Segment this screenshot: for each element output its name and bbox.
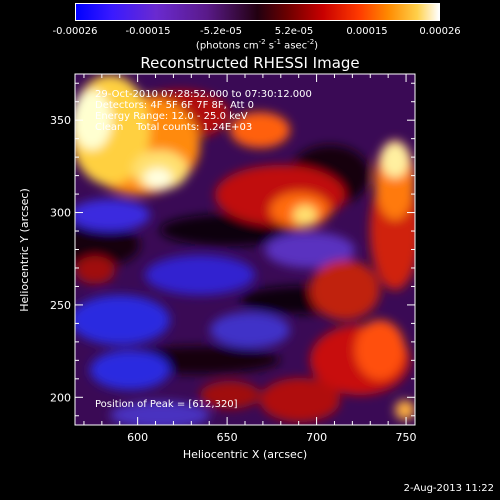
colorbar-unit-label: (photons cm-2 s-1 asec-2) [195, 38, 319, 52]
colorbar-tick-label: -0.00026 [52, 26, 98, 37]
peak-position-text: Position of Peak = [612,320] [95, 399, 238, 410]
observation-annotations: 29-Oct-2010 07:28:52.000 to 07:30:12.000… [95, 89, 312, 133]
colorbar-tick-label: 5.2e-05 [274, 26, 314, 37]
time-range-text: 29-Oct-2010 07:28:52.000 to 07:30:12.000 [95, 89, 312, 100]
footer-date: 2-Aug-2013 11:22 [403, 483, 494, 494]
heatmap-image [75, 74, 415, 425]
colorbar-tick-label: 0.00015 [346, 26, 388, 37]
colorbar-tick-label: 0.00026 [419, 26, 461, 37]
chart-title: Reconstructed RHESSI Image [140, 54, 360, 72]
y-tick-label: 200 [50, 391, 71, 404]
x-tick-label: 700 [306, 431, 327, 444]
x-tick-label: 600 [127, 431, 148, 444]
x-tick-label: 650 [217, 431, 238, 444]
y-axis: 200 250 300 350 [50, 82, 415, 417]
energy-range-text: Energy Range: 12.0 - 25.0 keV [95, 111, 248, 122]
colorbar-panel: -0.00026 -0.00015 -5.2e-05 5.2e-05 0.000… [0, 0, 500, 60]
x-tick-label: 750 [396, 431, 417, 444]
clean-counts-text: Clean Total counts: 1.24E+03 [95, 122, 253, 133]
x-axis: 600 650 700 750 [83, 74, 417, 444]
detectors-text: Detectors: 4F 5F 6F 7F 8F, Att 0 [95, 100, 255, 111]
y-tick-label: 250 [50, 299, 71, 312]
colorbar-tick-label: -5.2e-05 [200, 26, 242, 37]
y-tick-label: 300 [50, 207, 71, 220]
y-tick-label: 350 [50, 114, 71, 127]
colorbar-tick-label: -0.00015 [125, 26, 171, 37]
y-axis-label: Heliocentric Y (arcsec) [18, 188, 31, 312]
x-axis-label: Heliocentric X (arcsec) [183, 448, 307, 461]
colorbar [75, 3, 440, 21]
